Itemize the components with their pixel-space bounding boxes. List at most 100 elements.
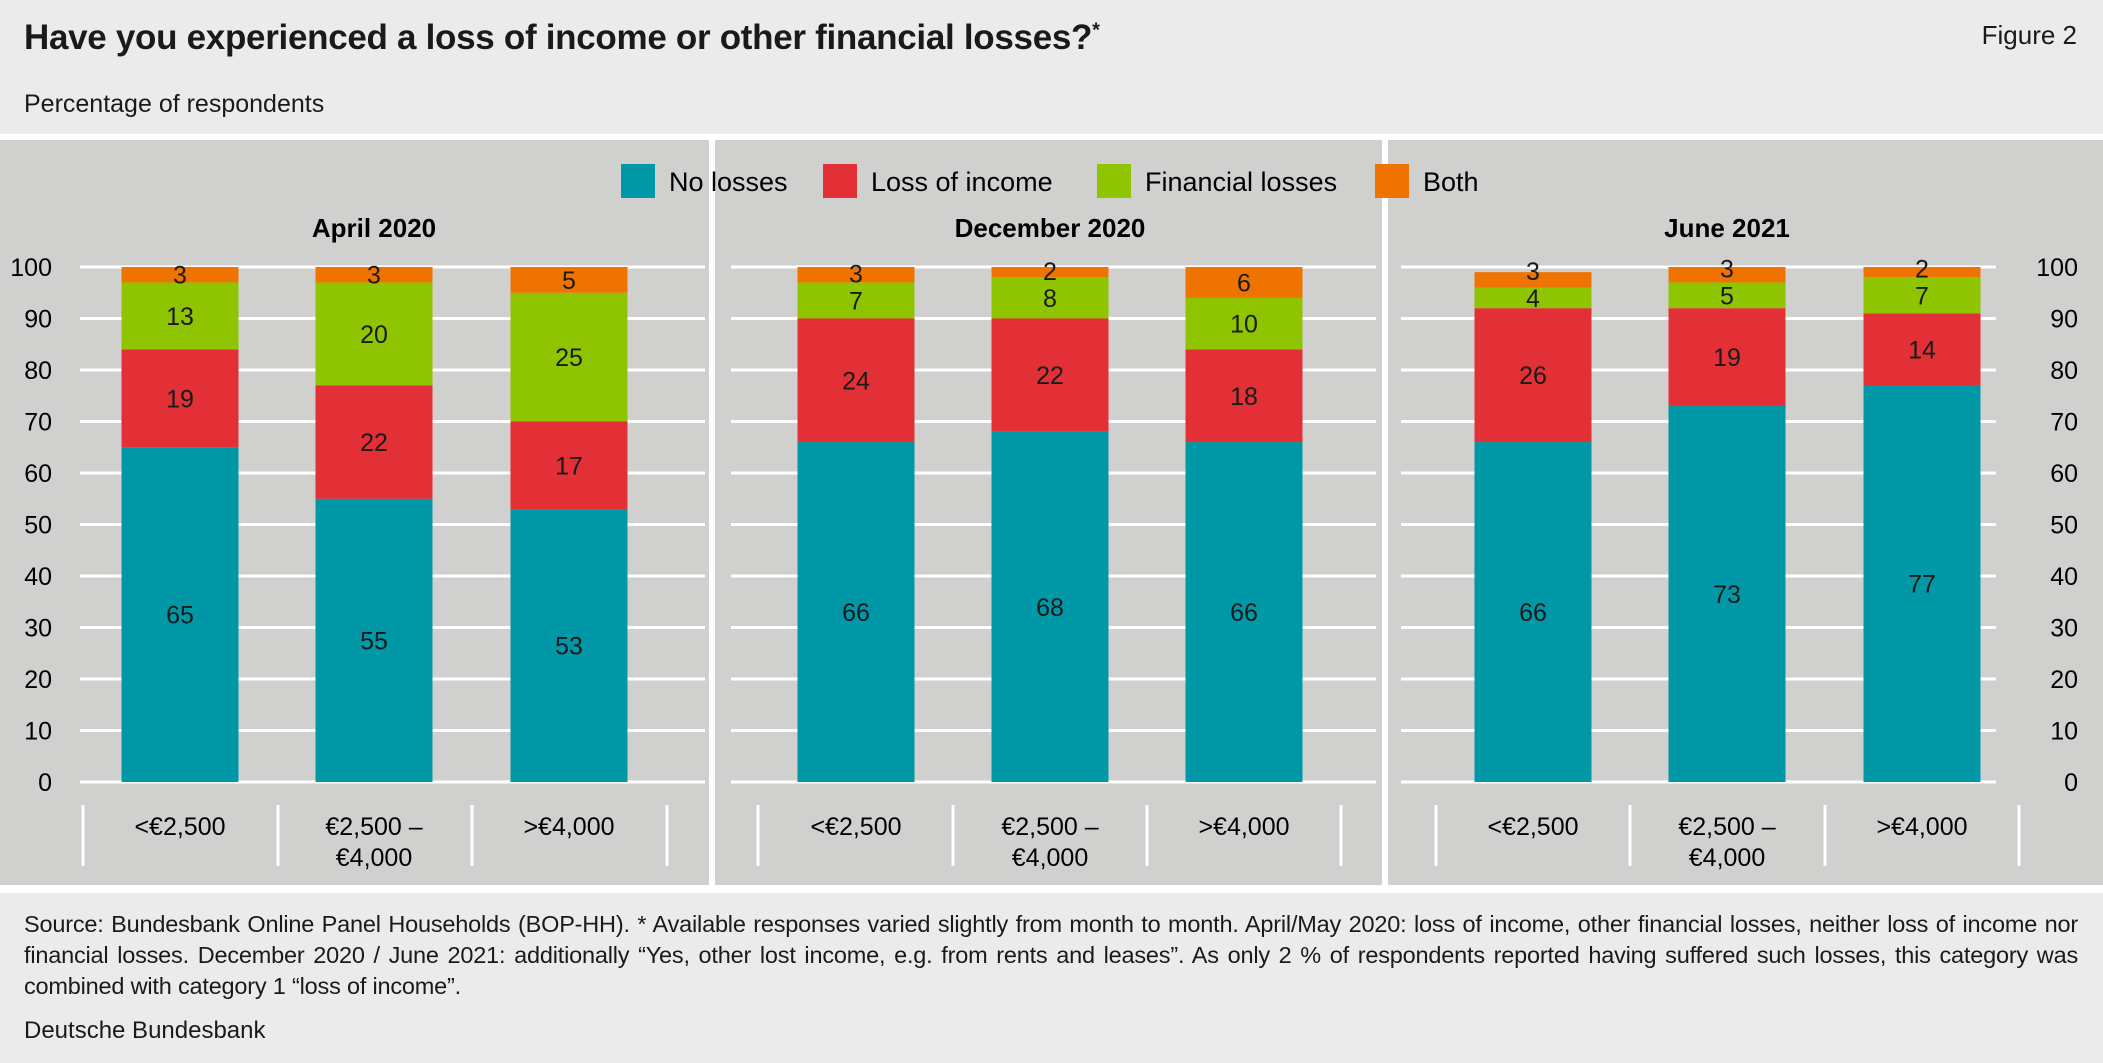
data-label: 17 [555,452,583,480]
data-label: 2 [1043,258,1057,286]
bar-segment-financial-losses [121,282,239,350]
bar-segment-loss-of-income [1474,308,1592,443]
y-tick-label-left: 70 [24,409,52,437]
bar-segment-financial-losses [991,277,1109,319]
category-label: <€2,500 [1487,813,1578,841]
y-tick-label-left: 100 [10,254,52,282]
data-label: 5 [1720,282,1734,310]
y-tick-label-right: 70 [2050,409,2078,437]
data-label: 3 [173,262,187,290]
y-tick-label-right: 90 [2050,306,2078,334]
bar-segment-loss-of-income [991,318,1109,432]
bar-segment-loss-of-income [1863,313,1981,386]
panel-title: December 2020 [955,213,1146,243]
data-label: 22 [1036,362,1064,390]
data-label: 66 [1519,599,1547,627]
legend-label: Loss of income [871,167,1053,197]
data-label: 66 [842,599,870,627]
bar-segment-financial-losses [1185,297,1303,350]
category-label: >€4,000 [1876,813,1967,841]
data-label: 3 [1720,255,1734,283]
category-label: <€2,500 [810,813,901,841]
data-label: 8 [1043,285,1057,313]
chart-header: Have you experienced a loss of income or… [0,0,2103,134]
bar-segment-both [121,267,239,283]
legend-swatch [621,164,655,198]
y-tick-label-left: 50 [24,512,52,540]
bar-segment-no-losses [797,442,915,782]
bar-segment-financial-losses [1863,277,1981,314]
y-tick-label-left: 0 [38,769,52,797]
panel-title: June 2021 [1664,213,1790,243]
bar-segment-financial-losses [510,292,628,422]
data-label: 24 [842,367,870,395]
bar-segment-no-losses [315,498,433,782]
legend-label: Both [1423,167,1479,197]
data-label: 19 [1713,344,1741,372]
data-label: 10 [1230,311,1258,339]
data-label: 68 [1036,594,1064,622]
bar-segment-both [1474,272,1592,288]
panel-title: April 2020 [312,213,436,243]
data-label: 25 [555,344,583,372]
data-label: 5 [562,267,576,295]
data-label: 7 [849,287,863,315]
legend-swatch [823,164,857,198]
chart-footer: Source: Bundesbank Online Panel Househol… [0,893,2103,1063]
footnote-marker: * [1092,19,1100,42]
category-label: €2,500 – [1001,813,1098,841]
category-label: €4,000 [1012,844,1088,872]
y-tick-label-left: 60 [24,460,52,488]
category-label: €4,000 [336,844,412,872]
data-label: 19 [166,385,194,413]
bar-segment-both [1185,267,1303,298]
y-tick-label-left: 90 [24,306,52,334]
data-label: 55 [360,627,388,655]
y-tick-label-left: 80 [24,357,52,385]
category-label: <€2,500 [134,813,225,841]
data-label: 14 [1908,336,1936,364]
data-label: 26 [1519,362,1547,390]
bar-segment-both [1668,267,1786,283]
y-tick-label-left: 30 [24,615,52,643]
source-note: Source: Bundesbank Online Panel Househol… [24,911,2078,999]
legend-label: No losses [669,167,788,197]
bar-segment-financial-losses [315,282,433,386]
category-label: €4,000 [1689,844,1765,872]
y-tick-label-right: 20 [2050,666,2078,694]
data-label: 20 [360,321,388,349]
category-label: >€4,000 [1198,813,1289,841]
credit: Deutsche Bundesbank [24,1017,266,1044]
y-tick-label-right: 60 [2050,460,2078,488]
figure-label: Figure 2 [1981,20,2077,50]
data-label: 7 [1915,282,1929,310]
data-label: 4 [1526,285,1540,313]
category-label: >€4,000 [523,813,614,841]
bar-segment-financial-losses [1668,282,1786,309]
chart-subtitle: Percentage of respondents [24,90,325,118]
title-text: Have you experienced a loss of income or… [24,18,1093,57]
data-label: 6 [1237,269,1251,297]
y-tick-label-left: 10 [24,718,52,746]
category-label: €2,500 – [325,813,422,841]
bar-segment-no-losses [1185,442,1303,782]
bar-segment-no-losses [1863,385,1981,782]
y-tick-label-right: 40 [2050,563,2078,591]
data-label: 2 [1915,255,1929,283]
category-label: €2,500 – [1678,813,1775,841]
bar-segment-no-losses [1668,406,1786,782]
y-tick-label-right: 50 [2050,512,2078,540]
bar-segment-both [1863,267,1981,278]
bar-segment-no-losses [121,447,239,782]
data-label: 66 [1230,599,1258,627]
bar-segment-no-losses [991,431,1109,782]
bar-segment-financial-losses [797,282,915,319]
data-label: 77 [1908,571,1936,599]
bar-segment-loss-of-income [315,385,433,499]
y-tick-label-right: 80 [2050,357,2078,385]
bar-segment-both [510,267,628,293]
y-tick-label-right: 0 [2064,769,2078,797]
bar-segment-loss-of-income [121,349,239,448]
data-label: 65 [166,602,194,630]
